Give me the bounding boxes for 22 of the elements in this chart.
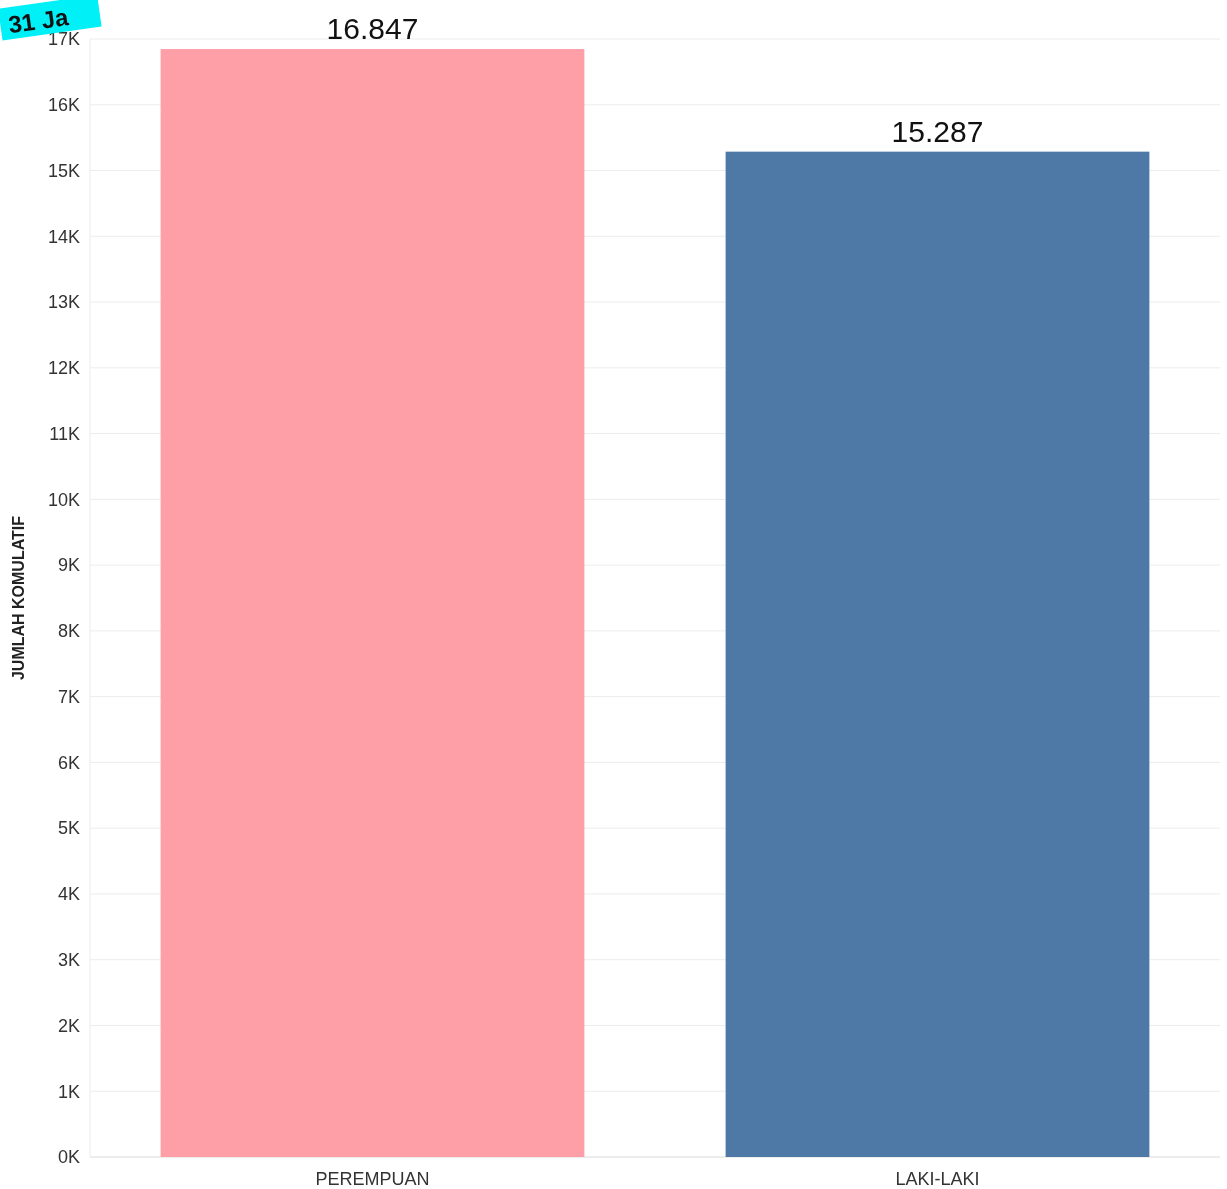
y-tick-label: 5K: [57, 818, 80, 839]
data-label: 15.287: [891, 114, 984, 148]
data-label: 16.847: [326, 12, 419, 46]
y-tick-label: 11K: [49, 423, 80, 444]
y-tick-label: 4K: [57, 884, 80, 905]
y-tick-label: 15K: [47, 160, 80, 181]
y-tick-label: 3K: [57, 950, 80, 971]
y-tick-label: 13K: [47, 292, 80, 313]
x-tick-label: LAKI-LAKI: [895, 1169, 980, 1189]
y-tick-label: 0K: [57, 1147, 80, 1168]
y-tick-label: 7K: [57, 686, 80, 707]
y-tick-label: 12K: [47, 358, 80, 379]
y-tick-label: 16K: [47, 95, 80, 116]
y-tick-label: 10K: [47, 489, 80, 510]
y-tick-label: 6K: [57, 752, 80, 773]
y-tick-label: 1K: [57, 1081, 80, 1102]
y-tick-label: 9K: [57, 555, 80, 576]
y-tick-label: 8K: [57, 621, 80, 642]
y-tick-label: 2K: [57, 1015, 80, 1036]
y-axis-title: JUMLAH KOMULATIF: [10, 515, 27, 681]
x-tick-label: PEREMPUAN: [315, 1169, 430, 1189]
y-tick-label: 14K: [47, 226, 80, 247]
